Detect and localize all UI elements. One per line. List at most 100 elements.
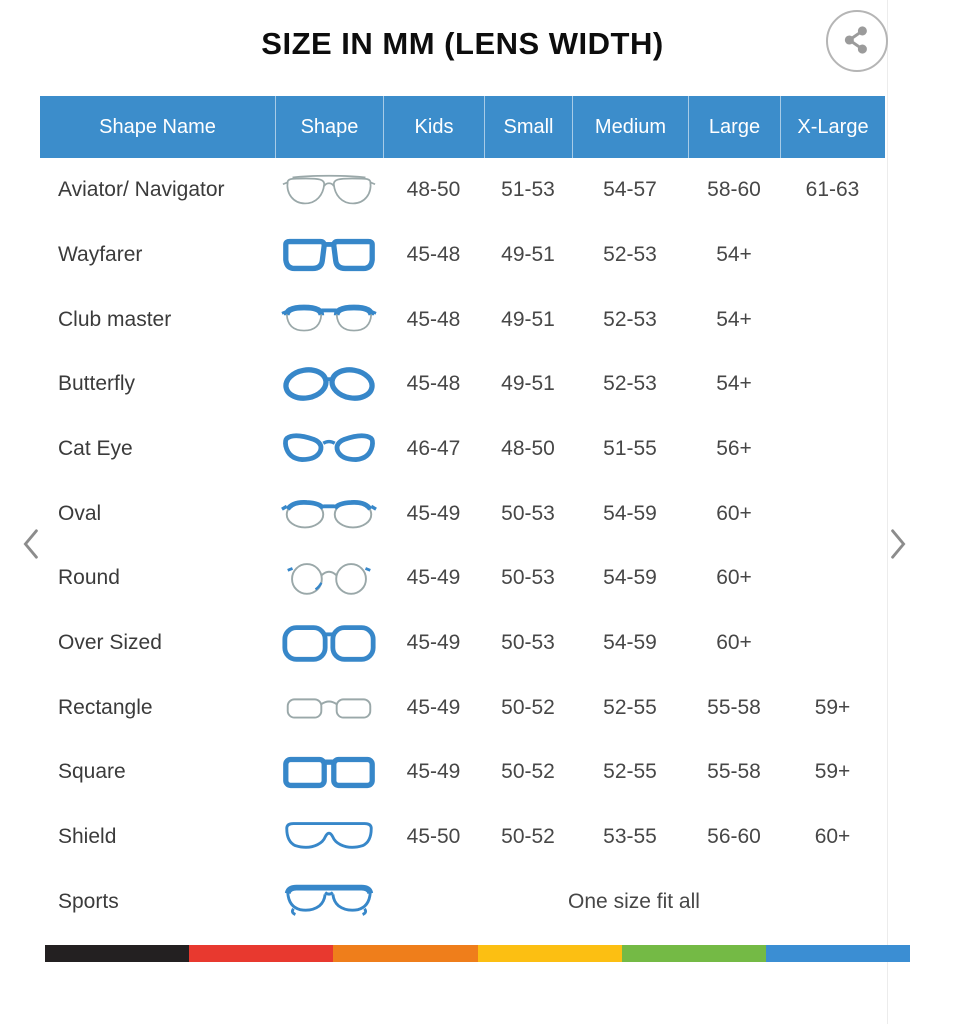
size-value: 54-59	[603, 501, 657, 525]
size-value: 56-60	[707, 824, 761, 848]
shape-name-label: Sports	[58, 889, 119, 913]
size-value: 45-48	[406, 372, 461, 396]
shape-name-label: Rectangle	[58, 695, 153, 719]
chevron-right-icon	[886, 526, 908, 565]
size-value: 45-49	[406, 760, 461, 784]
size-value: 49-51	[501, 307, 555, 331]
table-row: Club master 45-48 49-51 52-53 54+	[40, 287, 885, 352]
column-header-shape-name: Shape Name	[99, 115, 216, 138]
size-value: 60+	[716, 630, 752, 654]
size-value: 55-58	[707, 760, 761, 784]
column-header-shape: Shape	[275, 96, 383, 158]
one-size-label: One size fit all	[568, 889, 700, 913]
bar-segment-orange	[333, 945, 478, 962]
size-value: 51-55	[603, 436, 657, 460]
size-value: 51-53	[501, 178, 555, 202]
table-row: Wayfarer 45-48 49-51 52-53 54+	[40, 223, 885, 288]
size-value: 54+	[716, 307, 752, 331]
page-title: SIZE IN MM (LENS WIDTH)	[261, 26, 664, 61]
round-glasses-icon	[275, 555, 383, 601]
size-value: 52-53	[603, 242, 657, 266]
carousel-next-button[interactable]	[875, 521, 919, 569]
bar-segment-yellow	[477, 945, 622, 962]
size-value: 60+	[814, 824, 851, 848]
size-value: 52-55	[603, 695, 657, 719]
size-value: 46-47	[406, 436, 461, 460]
size-value: 60+	[716, 566, 752, 590]
shield-glasses-icon	[275, 814, 383, 860]
size-value: 54-57	[603, 178, 657, 202]
size-value: 50-53	[501, 566, 555, 590]
size-value: 45-48	[406, 242, 461, 266]
size-value: 53-55	[603, 824, 657, 848]
page-edge-divider	[887, 0, 888, 1024]
table-row: Cat Eye 46-47 48-50 51-55 56+	[40, 417, 885, 482]
cateye-glasses-icon	[275, 426, 383, 472]
size-value: 52-53	[603, 372, 657, 396]
size-value: 48-50	[501, 436, 555, 460]
size-value: 50-53	[501, 630, 555, 654]
size-value: 55-58	[707, 695, 761, 719]
shape-name-label: Wayfarer	[58, 242, 143, 266]
shape-name-label: Oval	[58, 501, 102, 525]
size-value: 50-52	[501, 824, 555, 848]
carousel-prev-button[interactable]	[10, 521, 54, 569]
table-row: Over Sized 45-49 50-53 54-59 60+	[40, 611, 885, 676]
shape-name-label: Shield	[58, 824, 117, 848]
share-button[interactable]	[826, 10, 888, 72]
bar-segment-green	[621, 945, 766, 962]
size-value: 50-52	[501, 760, 555, 784]
size-value: 60+	[716, 501, 752, 525]
size-value: 54-59	[603, 566, 657, 590]
oversized-glasses-icon	[275, 620, 383, 666]
size-value: 54+	[716, 242, 752, 266]
wayfarer-glasses-icon	[275, 232, 383, 278]
size-value: 45-50	[406, 824, 461, 848]
column-header-xlarge: X-Large	[780, 96, 885, 158]
table-row: Oval 45-49 50-53 54-59 60+	[40, 481, 885, 546]
butterfly-glasses-icon	[275, 361, 383, 407]
table-row: Rectangle 45-49 50-52 52-55 55-58 59+	[40, 675, 885, 740]
size-value: 45-49	[406, 695, 461, 719]
shape-name-label: Butterfly	[58, 372, 136, 396]
shape-name-label: Over Sized	[58, 630, 162, 654]
shape-name-label: Aviator/ Navigator	[58, 178, 225, 202]
chevron-left-icon	[21, 526, 43, 565]
aviator-glasses-icon	[275, 167, 383, 213]
size-value: 52-55	[603, 760, 657, 784]
size-value: 50-52	[501, 695, 555, 719]
table-row: Square 45-49 50-52 52-55 55-58 59+	[40, 740, 885, 805]
size-value: 48-50	[406, 178, 461, 202]
size-value: 50-53	[501, 501, 555, 525]
sports-glasses-icon	[275, 879, 383, 925]
bar-segment-red	[189, 945, 334, 962]
column-header-large: Large	[688, 96, 780, 158]
table-row: Sports One size fit all	[40, 869, 885, 934]
size-value: 49-51	[501, 242, 555, 266]
bar-segment-black	[45, 945, 190, 962]
size-value: 45-49	[406, 566, 461, 590]
shape-name-label: Square	[58, 760, 126, 784]
shape-name-label: Round	[58, 566, 120, 590]
table-row: Round 45-49 50-53 54-59 60+	[40, 546, 885, 611]
clubmaster-glasses-icon	[275, 297, 383, 343]
table-row: Butterfly 45-48 49-51 52-53 54+	[40, 352, 885, 417]
table-header: Shape Name Shape Kids Small Medium Large…	[40, 96, 885, 158]
size-value: 45-49	[406, 501, 461, 525]
share-icon	[840, 23, 874, 60]
column-header-kids: Kids	[383, 96, 484, 158]
size-value: 49-51	[501, 372, 555, 396]
square-glasses-icon	[275, 749, 383, 795]
bar-segment-blue	[765, 945, 911, 962]
table-row: Shield 45-50 50-52 53-55 56-60 60+	[40, 805, 885, 870]
size-value: 52-53	[603, 307, 657, 331]
size-value: 59+	[814, 695, 851, 719]
column-header-small: Small	[484, 96, 572, 158]
shape-name-label: Club master	[58, 307, 172, 331]
size-value: 59+	[814, 760, 851, 784]
size-value: 56+	[716, 436, 752, 460]
size-value: 54-59	[603, 630, 657, 654]
shape-name-label: Cat Eye	[58, 436, 133, 460]
size-value: 45-49	[406, 630, 461, 654]
